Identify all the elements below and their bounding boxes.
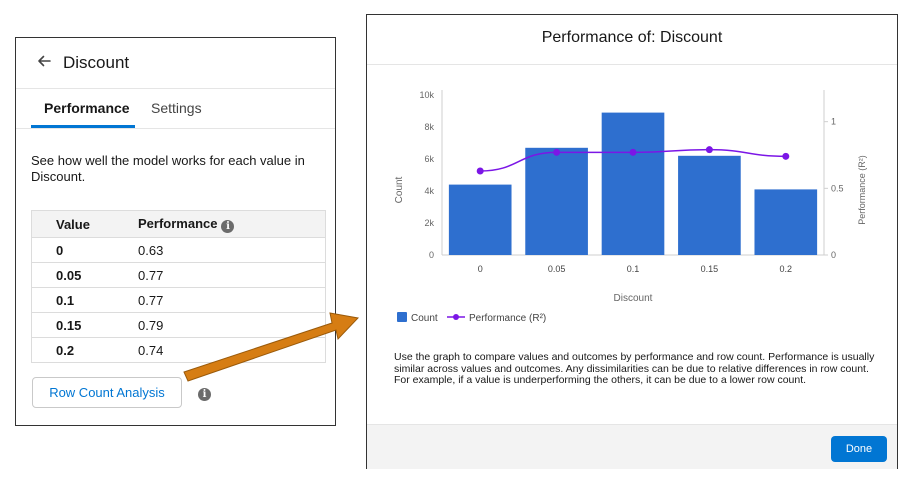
y2-axis-title: Performance (R²)	[857, 155, 867, 225]
legend-performance-marker	[453, 314, 459, 320]
y2-tick-label: 0.5	[831, 183, 844, 193]
y-axis-title: Count	[394, 176, 405, 203]
panel-description: See how well the model works for each va…	[31, 153, 305, 184]
table-row: 0 0.63	[31, 237, 326, 263]
performance-point	[705, 146, 713, 154]
row-value: 0.05	[31, 262, 138, 288]
done-button[interactable]: Done	[831, 436, 887, 462]
x-axis-title: Discount	[614, 293, 653, 304]
performance-point	[629, 148, 637, 156]
x-tick-label: 0.2	[780, 264, 793, 274]
row-value: 0.2	[31, 337, 138, 363]
x-tick-label: 0.15	[701, 264, 719, 274]
y-tick-label: 2k	[424, 218, 434, 228]
performance-table: Value Performance i 0 0.63 0.05 0.77 0.1 0.7…	[31, 210, 326, 363]
y-tick-label: 10k	[419, 90, 434, 100]
bar-count	[678, 155, 741, 255]
y-tick-label: 6k	[424, 154, 434, 164]
table-row: 0.1 0.77	[31, 287, 326, 313]
bar-count	[448, 184, 512, 255]
row-performance: 0.63	[138, 237, 326, 263]
tab-bar: Performance Settings	[16, 88, 335, 129]
panel-header: Discount	[16, 38, 335, 89]
bar-count	[601, 112, 665, 255]
legend-performance-label: Performance (R²)	[469, 313, 546, 324]
header-performance: Performance i	[138, 210, 326, 238]
performance-chart: Count Performance (R²) Discount 0 2k 4k 6k 8…	[394, 90, 867, 324]
panel-title: Discount	[63, 53, 130, 72]
row-value: 0.15	[31, 312, 138, 338]
performance-modal: Performance of: Discount Count Performan…	[366, 14, 898, 469]
row-performance: 0.79	[138, 312, 326, 338]
legend-count-label: Count	[411, 313, 438, 324]
x-tick-label: 0.1	[627, 264, 640, 274]
modal-footer: Done	[367, 424, 897, 469]
info-icon[interactable]: i	[221, 219, 235, 233]
table-row: 0.2 0.74	[31, 337, 326, 363]
performance-point	[553, 148, 561, 156]
row-performance: 0.77	[138, 262, 326, 288]
row-value: 0	[31, 237, 138, 263]
info-icon[interactable]: i	[198, 388, 211, 401]
row-performance: 0.77	[138, 287, 326, 313]
tab-performance[interactable]: Performance	[44, 100, 130, 116]
discount-panel: Discount Performance Settings See how we…	[15, 37, 336, 426]
tab-settings[interactable]: Settings	[151, 100, 202, 116]
modal-title: Performance of: Discount	[541, 29, 723, 46]
row-count-analysis-button[interactable]: Row Count Analysis	[32, 377, 182, 408]
y-tick-label: 8k	[424, 122, 434, 132]
x-tick-label: 0	[478, 264, 483, 274]
performance-point	[782, 152, 790, 160]
active-tab-indicator	[31, 125, 135, 128]
performance-point	[476, 167, 484, 175]
table-row: 0.15 0.79	[31, 312, 326, 338]
modal-header: Performance of: Discount	[367, 15, 897, 65]
header-value: Value	[31, 210, 138, 238]
y2-tick-label: 1	[831, 117, 836, 127]
y-tick-label: 0	[429, 250, 434, 260]
back-arrow-icon[interactable]	[36, 53, 52, 69]
row-value: 0.1	[31, 287, 138, 313]
table-row: 0.05 0.77	[31, 262, 326, 288]
bar-count	[525, 147, 588, 255]
x-tick-label: 0.05	[548, 264, 566, 274]
row-performance: 0.74	[138, 337, 326, 363]
legend-count-swatch	[397, 312, 407, 322]
table-header-row: Value Performance i	[31, 210, 326, 238]
chart-description: Use the graph to compare values and outc…	[394, 351, 875, 386]
legend: Count Performance (R²)	[397, 312, 546, 324]
header-performance-label: Performance	[138, 215, 218, 231]
y-tick-label: 4k	[424, 186, 434, 196]
plot-area: 0 2k 4k 6k 8k 10k 0 0.5 1 0 0.05 0.1 0.15 0.2	[419, 90, 844, 274]
bar-count	[754, 189, 818, 255]
y2-tick-label: 0	[831, 250, 836, 260]
